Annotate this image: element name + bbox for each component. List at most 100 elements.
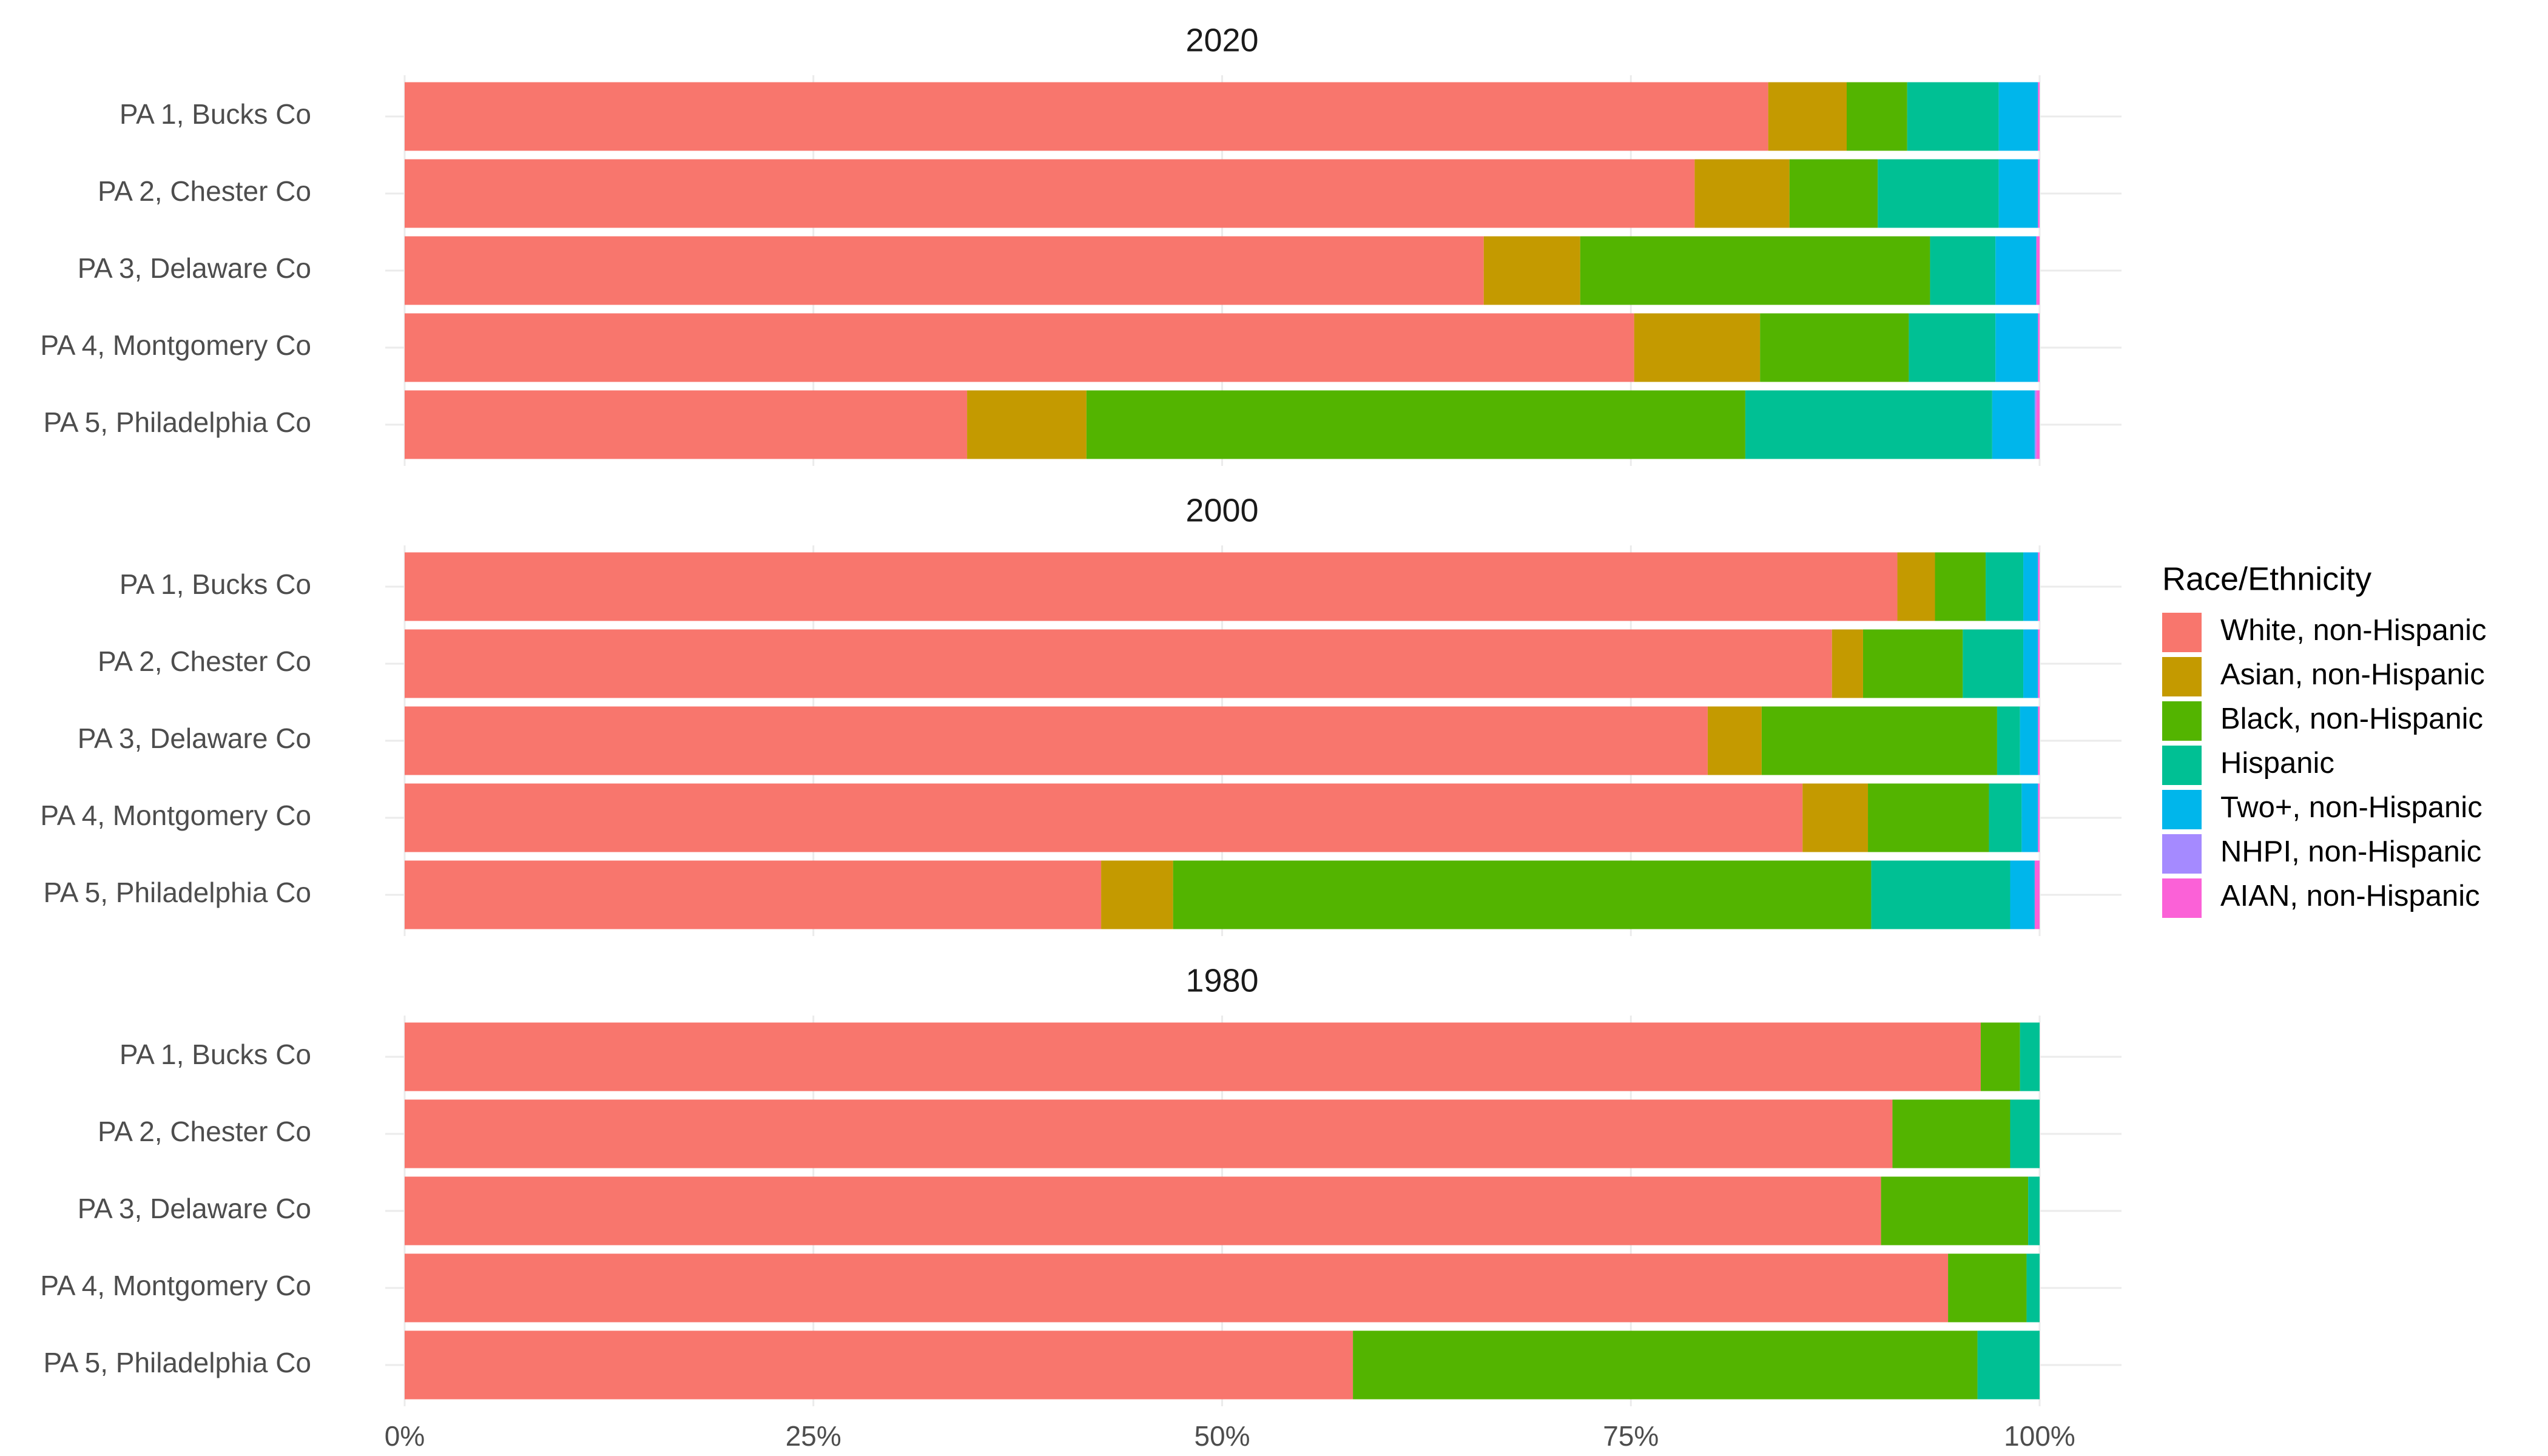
facet-title: 2020 (1185, 22, 1258, 58)
facet-title: 1980 (1185, 962, 1258, 999)
bar-segment (1745, 390, 1992, 459)
y-tick-label: PA 3, Delaware Co (78, 723, 311, 754)
bar-segment (1997, 706, 2020, 775)
legend-label: Two+, non-Hispanic (2220, 791, 2482, 824)
bar-segment (1101, 860, 1173, 929)
legend-label: Hispanic (2220, 747, 2334, 780)
bar-segment (2038, 552, 2040, 621)
bar-segment (1768, 82, 1847, 151)
bar-segment (2026, 1253, 2040, 1323)
bar-segment (405, 1176, 1881, 1245)
bar-segment (1948, 1253, 2027, 1323)
legend-key (2162, 878, 2202, 918)
bar-segment (1935, 552, 1986, 621)
bar-segment (405, 390, 968, 459)
bar-segment (405, 552, 1898, 621)
bar-segment (2038, 159, 2040, 228)
bar-segment (405, 1330, 1353, 1400)
bar-segment (1977, 1330, 2040, 1400)
bar-segment (1998, 159, 2038, 228)
bar-segment (1980, 1022, 2020, 1091)
bar-segment (1868, 783, 1989, 852)
bar-segment (2020, 1022, 2040, 1091)
bar-segment (1634, 313, 1761, 382)
y-tick-label: PA 1, Bucks Co (120, 1039, 311, 1070)
bar-segment (2021, 783, 2038, 852)
y-tick-label: PA 2, Chester Co (98, 645, 311, 677)
bar-segment (405, 629, 1832, 698)
bar-segment (2034, 860, 2040, 929)
y-tick-label: PA 1, Bucks Co (120, 98, 311, 130)
bar-segment (1930, 236, 1996, 305)
bar-segment (1897, 552, 1935, 621)
bar-segment (2038, 783, 2040, 852)
legend-key (2162, 746, 2202, 785)
bar-segment (405, 82, 1768, 151)
bar-segment (405, 159, 1695, 228)
bar-segment (405, 783, 1803, 852)
x-tick-label: 0% (385, 1420, 425, 1452)
bar-segment (405, 1099, 1893, 1168)
bar-segment (2038, 313, 2040, 382)
bar-segment (405, 236, 1484, 305)
bar-segment (1173, 860, 1872, 929)
bar-segment (2028, 1176, 2040, 1245)
bar-segment (405, 1253, 1949, 1323)
bar-segment (1832, 629, 1863, 698)
y-tick-label: PA 4, Montgomery Co (40, 800, 311, 831)
bar-segment (1862, 629, 1963, 698)
legend-key (2162, 790, 2202, 829)
legend-key (2162, 834, 2202, 874)
legend-key (2162, 657, 2202, 696)
legend-key (2162, 701, 2202, 741)
bar-segment (1580, 236, 1930, 305)
y-tick-label: PA 5, Philadelphia Co (43, 877, 311, 908)
bar-segment (1707, 706, 1762, 775)
y-tick-label: PA 5, Philadelphia Co (43, 1347, 311, 1378)
bar-segment (1802, 783, 1869, 852)
legend-label: Asian, non-Hispanic (2220, 658, 2485, 691)
legend-title: Race/Ethnicity (2162, 561, 2371, 597)
bar-segment (1998, 82, 2038, 151)
y-tick-label: PA 5, Philadelphia Co (43, 406, 311, 438)
bar-segment (1871, 860, 2010, 929)
bar-segment (1881, 1176, 2029, 1245)
bar-segment (1483, 236, 1580, 305)
bar-segment (2020, 706, 2038, 775)
legend-label: NHPI, non-Hispanic (2220, 835, 2481, 868)
bar-segment (1986, 552, 2024, 621)
bar-segment (1963, 629, 2024, 698)
bar-segment (405, 706, 1708, 775)
bar-segment (967, 390, 1087, 459)
x-tick-label: 100% (2004, 1420, 2075, 1452)
y-tick-label: PA 3, Delaware Co (78, 1193, 311, 1224)
bar-segment (1760, 313, 1909, 382)
bar-segment (2023, 552, 2038, 621)
bar-segment (1694, 159, 1790, 228)
bar-segment (2036, 390, 2040, 459)
y-tick-label: PA 2, Chester Co (98, 1116, 311, 1147)
bar-segment (2010, 1099, 2040, 1168)
bar-segment (1878, 159, 1999, 228)
bar-segment (1909, 313, 1996, 382)
bar-segment (2036, 236, 2040, 305)
bar-segment (2038, 706, 2040, 775)
bar-segment (2023, 629, 2038, 698)
bar-segment (1353, 1330, 1978, 1400)
bar-segment (2038, 82, 2040, 151)
x-tick-label: 75% (1603, 1420, 1659, 1452)
bar-segment (405, 313, 1634, 382)
y-tick-label: PA 4, Montgomery Co (40, 329, 311, 361)
bar-segment (1989, 783, 2022, 852)
y-tick-label: PA 1, Bucks Co (120, 568, 311, 600)
bar-segment (405, 860, 1102, 929)
bar-segment (2038, 629, 2040, 698)
bar-segment (1086, 390, 1745, 459)
legend-label: AIAN, non-Hispanic (2220, 880, 2480, 912)
legend-label: Black, non-Hispanic (2220, 703, 2483, 735)
x-tick-label: 50% (1194, 1420, 1250, 1452)
bar-segment (1892, 1099, 2010, 1168)
bar-segment (2010, 860, 2035, 929)
